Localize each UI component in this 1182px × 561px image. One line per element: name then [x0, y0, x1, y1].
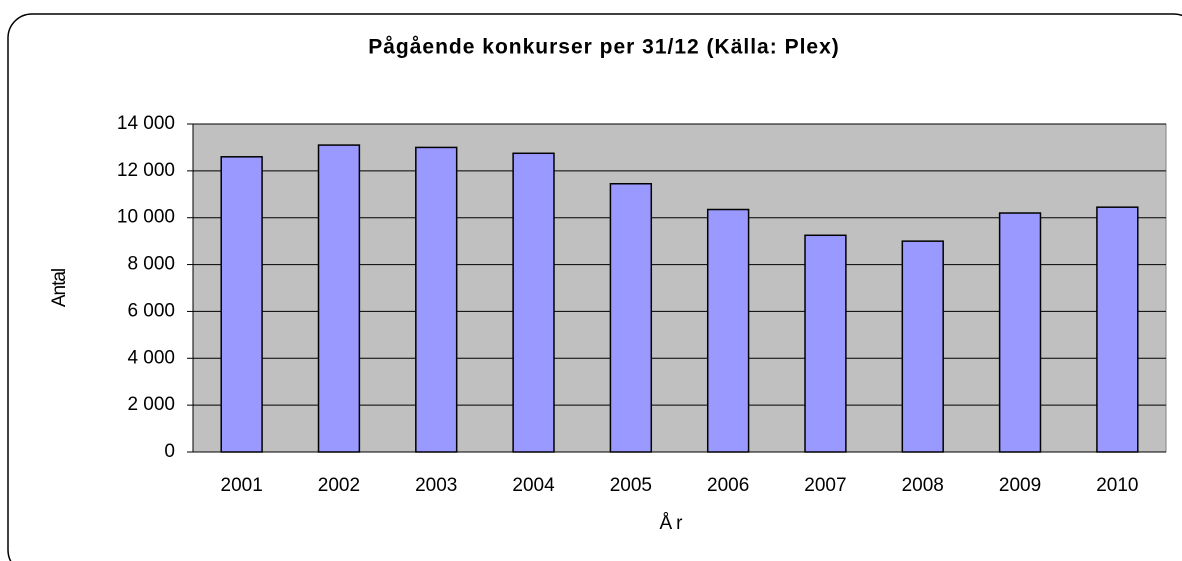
x-tick-label: 2004	[512, 475, 555, 496]
x-axis-label: År	[660, 513, 687, 534]
x-tick-label: 2008	[902, 475, 944, 496]
y-tick-label: 6 000	[127, 300, 175, 321]
x-tick-label: 2010	[1096, 475, 1138, 496]
bar	[706, 208, 750, 453]
y-tick-label: 0	[164, 441, 175, 462]
y-tick-label: 10 000	[117, 207, 175, 228]
x-tick-label: 2009	[999, 475, 1041, 496]
x-tick-label: 2002	[318, 475, 360, 496]
y-tick-label: 8 000	[127, 254, 175, 275]
x-tick-label: 2005	[610, 475, 652, 496]
bar	[804, 234, 847, 453]
bar	[415, 146, 458, 453]
y-tick-label: 12 000	[117, 160, 175, 181]
bar	[901, 240, 944, 453]
x-tick-label: 2003	[415, 475, 457, 496]
x-tick-label: 2001	[221, 475, 263, 496]
chart-title: Pågående konkurser per 31/12 (Källa: Ple…	[368, 36, 840, 59]
bar	[1096, 206, 1139, 453]
y-axis-label: Antal	[49, 269, 70, 307]
x-tick-label: 2007	[804, 475, 846, 496]
x-tick-label: 2006	[707, 475, 749, 496]
y-tick-label: 14 000	[117, 113, 175, 134]
bar	[609, 182, 653, 453]
y-tick-label: 2 000	[127, 394, 175, 415]
bar	[512, 152, 555, 453]
bar	[998, 212, 1042, 453]
y-tick-label: 4 000	[127, 347, 175, 368]
bar	[220, 156, 263, 453]
bar	[317, 144, 361, 453]
